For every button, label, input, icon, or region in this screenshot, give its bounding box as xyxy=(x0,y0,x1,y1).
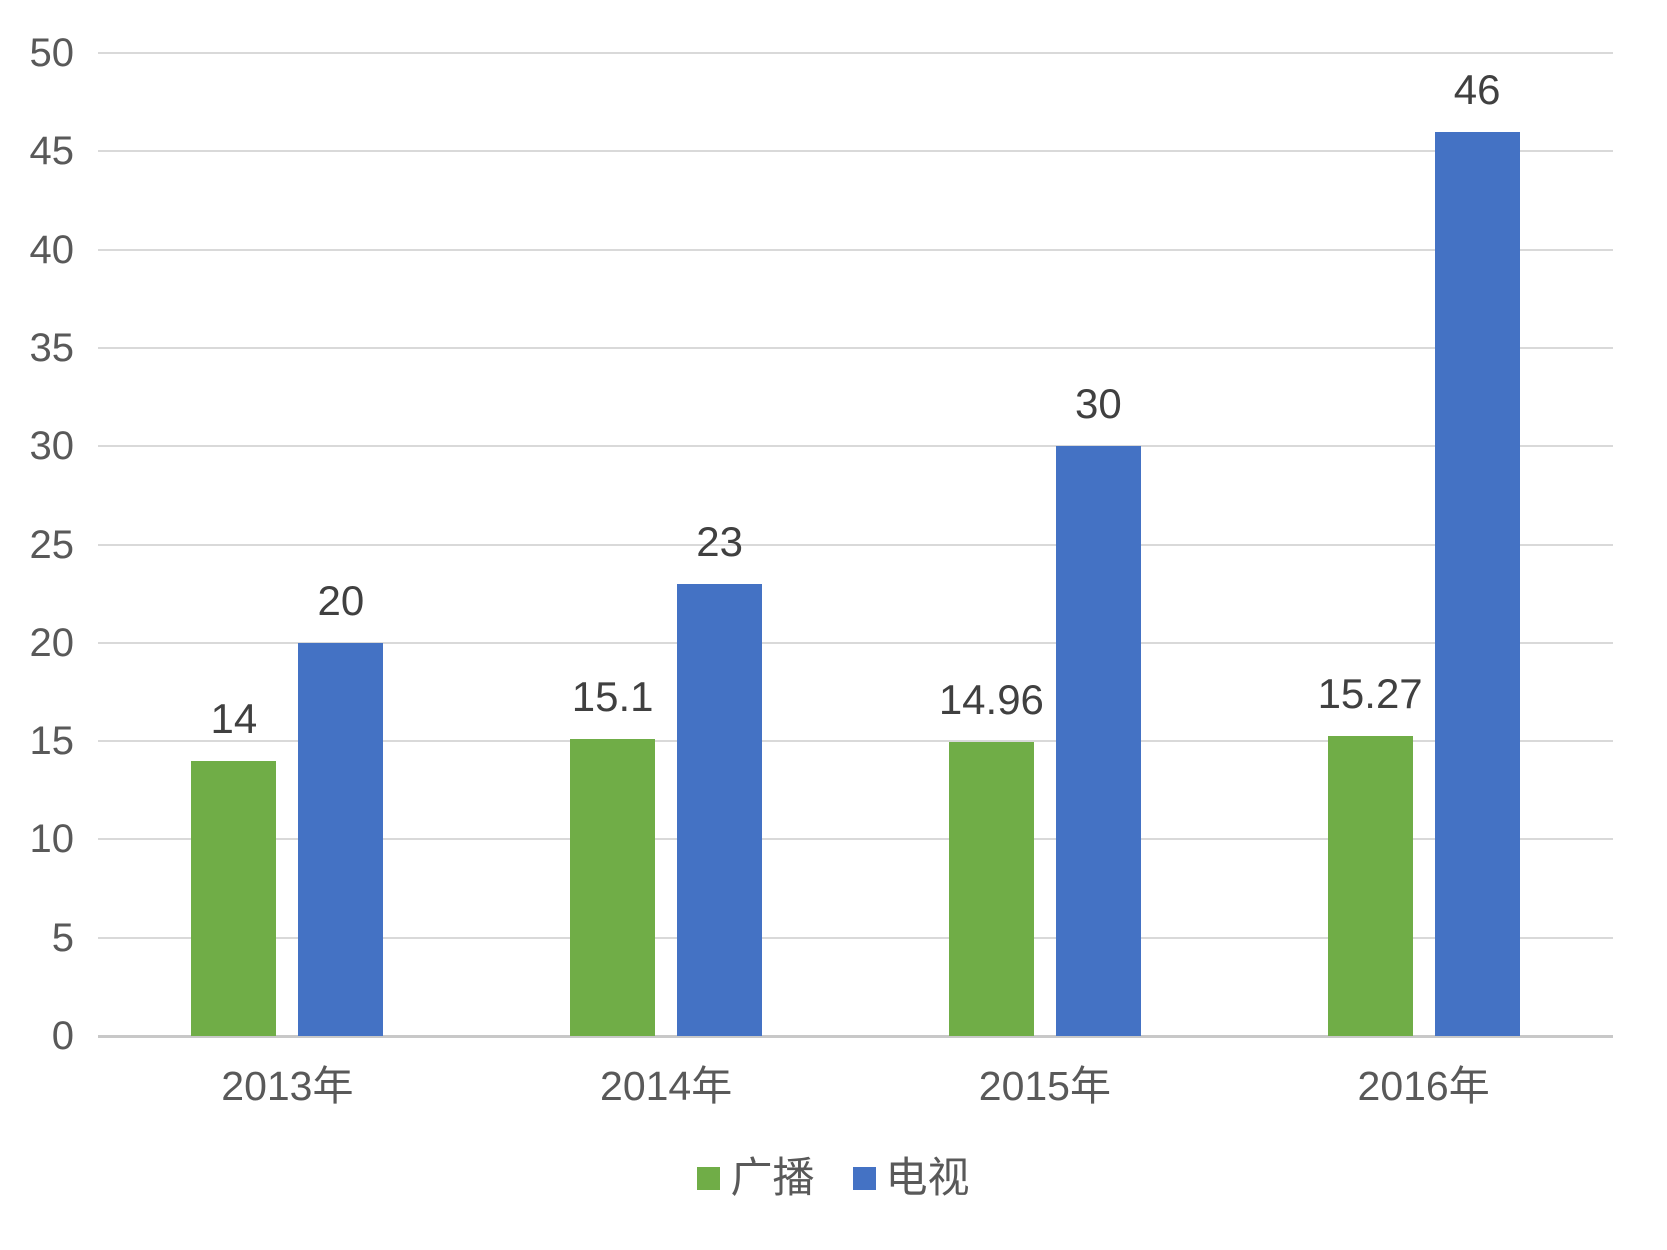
legend-label: 电视 xyxy=(885,1154,970,1201)
gridline xyxy=(98,150,1613,153)
y-tick-label: 40 xyxy=(29,227,75,272)
bar-blue-series xyxy=(677,583,763,1036)
value-label: 15.1 xyxy=(571,673,654,721)
gridline xyxy=(98,346,1613,349)
value-label: 20 xyxy=(317,576,365,624)
value-label: 15.27 xyxy=(1317,669,1423,717)
y-tick-label: 0 xyxy=(51,1014,74,1058)
bar-blue-series xyxy=(1434,131,1520,1036)
value-label: 46 xyxy=(1453,65,1501,113)
y-tick-label: 20 xyxy=(29,620,75,665)
legend-item: 广播 xyxy=(697,1153,815,1203)
x-tick-label: 2014年 xyxy=(600,1063,733,1109)
x-tick-label: 2013年 xyxy=(221,1063,354,1109)
gridline xyxy=(98,641,1613,644)
legend-swatch-icon xyxy=(852,1166,876,1190)
bar-green-series xyxy=(948,741,1034,1036)
y-tick-label: 50 xyxy=(29,31,75,75)
gridline xyxy=(98,740,1613,743)
gridline xyxy=(98,936,1613,939)
gridline xyxy=(98,1035,1613,1038)
value-label: 14 xyxy=(210,694,258,742)
bar-green-series xyxy=(191,760,277,1036)
legend-swatch-icon xyxy=(697,1166,721,1190)
gridline xyxy=(98,543,1613,546)
bar-blue-series xyxy=(1055,446,1141,1036)
x-tick-label: 2015年 xyxy=(978,1063,1111,1109)
gridline xyxy=(98,248,1613,251)
gridline xyxy=(98,838,1613,841)
value-label: 14.96 xyxy=(938,675,1044,723)
plot-area: 2013年 14 20 2014年 15.1 23 2015年 14.96 30 2016年 15.… xyxy=(98,52,1613,1109)
bar-green-series xyxy=(570,739,656,1036)
legend-label: 广播 xyxy=(730,1154,815,1201)
y-tick-label: 15 xyxy=(29,719,75,764)
gridline xyxy=(98,445,1613,448)
y-tick-label: 30 xyxy=(29,424,75,469)
legend-item: 电视 xyxy=(852,1153,970,1203)
legend: 广播 电视 xyxy=(0,1150,1667,1206)
gridline xyxy=(98,52,1613,54)
y-tick-label: 35 xyxy=(29,325,75,370)
x-tick-label: 2016年 xyxy=(1357,1063,1490,1109)
bar-blue-series xyxy=(298,642,384,1036)
y-tick-label: 10 xyxy=(29,817,75,862)
y-tick-label: 25 xyxy=(29,522,75,567)
y-tick-label: 45 xyxy=(29,129,75,174)
bar-green-series xyxy=(1327,735,1413,1036)
y-tick-label: 5 xyxy=(51,915,74,960)
value-label: 23 xyxy=(696,517,743,565)
value-label: 30 xyxy=(1075,380,1122,428)
